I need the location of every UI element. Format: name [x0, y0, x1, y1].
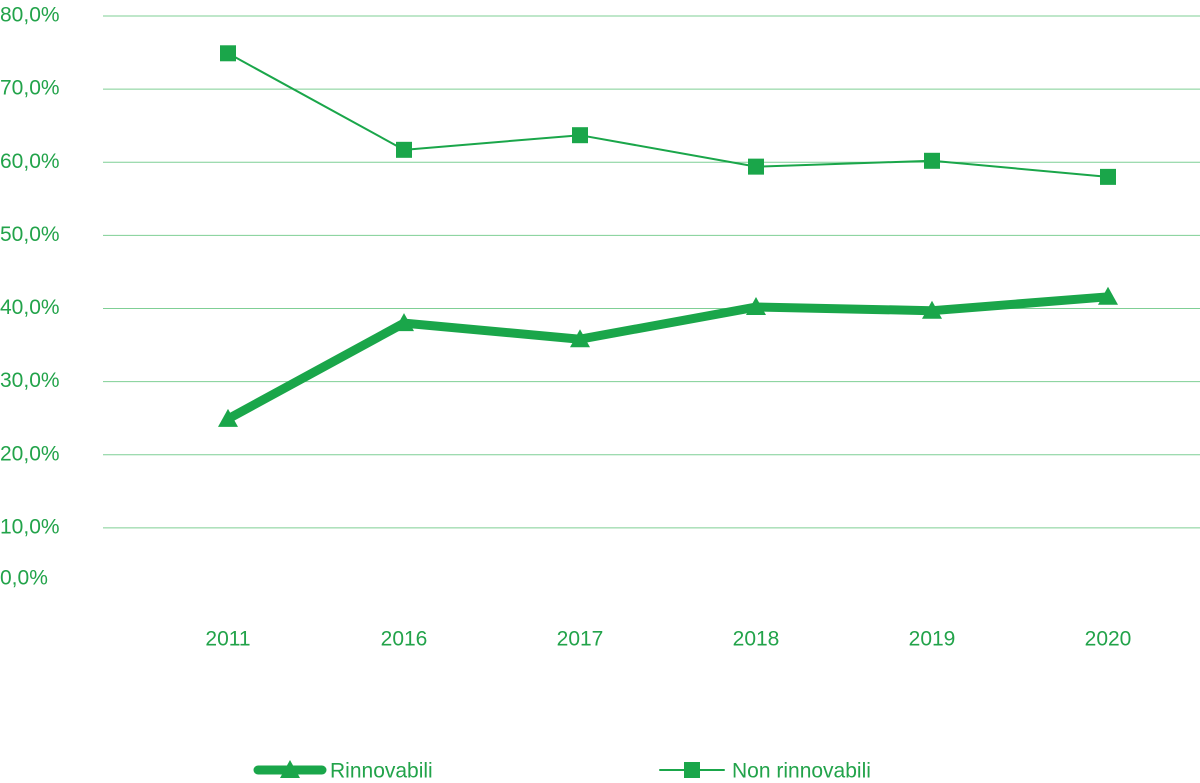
marker	[570, 329, 590, 348]
legend-label: Non rinnovabili	[732, 760, 871, 783]
y-tick-label: 70,0%	[0, 77, 60, 100]
marker	[924, 152, 940, 169]
x-tick-label: 2019	[909, 628, 956, 651]
y-tick-label: 50,0%	[0, 223, 60, 246]
marker	[748, 158, 764, 175]
x-tick-label: 2011	[205, 628, 250, 651]
y-tick-label: 40,0%	[0, 296, 60, 319]
marker	[394, 313, 414, 332]
y-tick-label: 30,0%	[0, 369, 60, 392]
marker	[572, 127, 588, 144]
legend-marker	[684, 762, 700, 778]
marker	[218, 408, 238, 427]
x-tick-label: 2016	[381, 628, 428, 651]
marker	[746, 297, 766, 316]
legend-label: Rinnovabili	[330, 760, 433, 783]
y-tick-label: 20,0%	[0, 442, 60, 465]
y-tick-label: 80,0%	[0, 4, 60, 27]
series-line	[227, 52, 1109, 178]
marker	[220, 45, 236, 62]
x-tick-label: 2020	[1085, 628, 1132, 651]
x-tick-label: 2018	[733, 628, 780, 651]
legend-marker	[280, 760, 300, 778]
x-tick-label: 2017	[557, 628, 604, 651]
marker	[1100, 168, 1116, 185]
y-tick-label: 10,0%	[0, 515, 60, 538]
marker	[1098, 286, 1118, 305]
marker	[922, 300, 942, 319]
marker	[396, 141, 412, 158]
series-line	[225, 292, 1109, 423]
y-tick-label: 0,0%	[0, 567, 48, 590]
y-tick-label: 60,0%	[0, 150, 60, 173]
